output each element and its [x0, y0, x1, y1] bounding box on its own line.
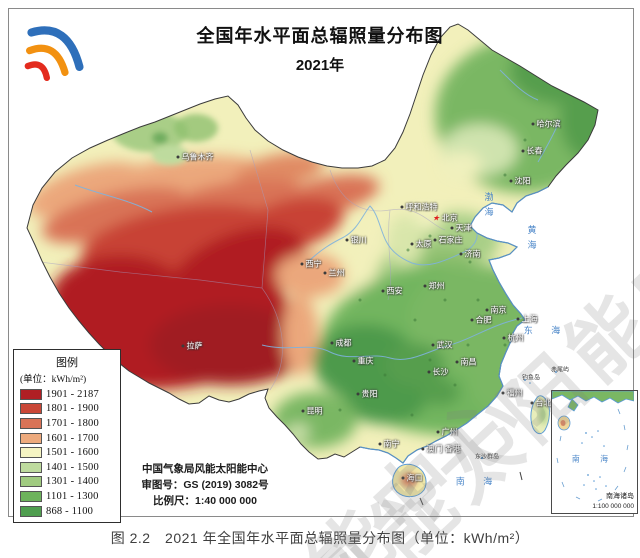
legend-range-label: 1601 - 1700	[46, 432, 99, 444]
cma-solar-center-logo	[24, 26, 84, 82]
inset-scale-label: 1:100 000 000	[592, 503, 634, 510]
legend-item: 1601 - 1700	[20, 431, 120, 446]
legend-swatch	[20, 461, 42, 473]
map-scale: 比例尺：1:40 000 000	[153, 495, 257, 507]
legend-swatch	[20, 403, 42, 415]
inset-islands-label: 南海诸岛	[606, 493, 634, 500]
legend-item: 1401 - 1500	[20, 460, 120, 475]
inset-map-art	[552, 391, 634, 502]
legend-swatch	[20, 476, 42, 488]
legend-unit: (单位：kWh/m²)	[20, 375, 87, 385]
legend-item: 1301 - 1400	[20, 475, 120, 490]
legend-item: 1901 - 2187	[20, 387, 120, 402]
legend-rows: 1901 - 2187 1801 - 1900 1701 - 1800 1601 - …	[20, 387, 120, 518]
map-approval-number: 审图号：GS (2019) 3082号	[141, 479, 269, 491]
legend-title: 图例	[56, 357, 78, 369]
south-china-sea-inset: 南 海 南海诸岛 1:100 000 000	[551, 390, 638, 514]
legend-box: 图例 (单位：kWh/m²) 1901 - 2187 1801 - 1900 170…	[13, 349, 121, 524]
legend-item: 1801 - 1900	[20, 402, 120, 417]
figure-caption: 图 2.2 2021 年全国年水平面总辐照量分布图（单位：kWh/m²）	[110, 530, 530, 546]
legend-swatch	[20, 447, 42, 459]
map-title-block: 全国年水平面总辐照量分布图 2021年	[0, 22, 640, 75]
legend-range-label: 1901 - 2187	[46, 388, 99, 400]
source-org: 中国气象局风能太阳能中心	[142, 463, 268, 475]
legend-range-label: 1701 - 1800	[46, 417, 99, 429]
legend-swatch	[20, 417, 42, 429]
inset-sea-label: 南 海	[571, 454, 618, 464]
legend-range-label: 1301 - 1400	[46, 476, 99, 488]
legend-range-label: 1401 - 1500	[46, 461, 99, 473]
legend-item: 1701 - 1800	[20, 416, 120, 431]
map-title-year: 2021年	[295, 57, 345, 74]
legend-swatch	[20, 432, 42, 444]
legend-item: 1501 - 1600	[20, 445, 120, 460]
legend-range-label: 868 - 1100	[46, 505, 94, 517]
source-block: 中国气象局风能太阳能中心 审图号：GS (2019) 3082号 比例尺：1:4…	[105, 461, 305, 509]
legend-range-label: 1801 - 1900	[46, 403, 99, 415]
map-title: 全国年水平面总辐照量分布图	[196, 26, 444, 46]
legend-range-label: 1101 - 1300	[46, 490, 99, 502]
legend-swatch	[20, 505, 42, 517]
legend-swatch	[20, 490, 42, 502]
legend-range-label: 1501 - 1600	[46, 447, 99, 459]
legend-swatch	[20, 388, 42, 400]
legend-item: 1101 - 1300	[20, 489, 120, 504]
legend-item: 868 - 1100	[20, 504, 120, 519]
